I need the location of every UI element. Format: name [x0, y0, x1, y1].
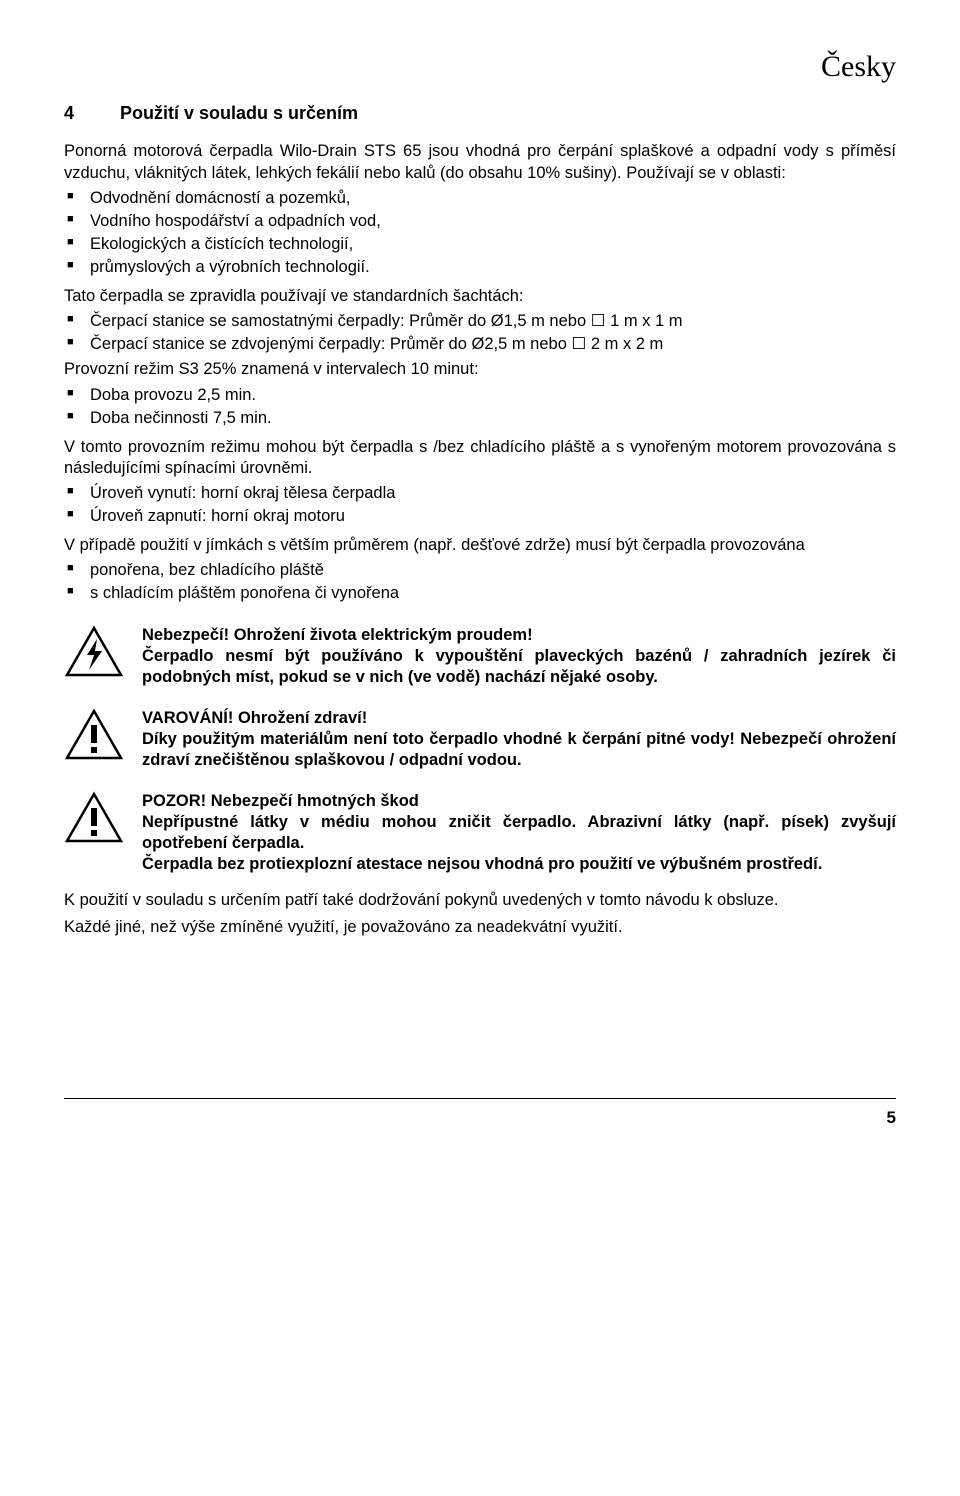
- s3-item: Doba nečinnosti 7,5 min.: [64, 408, 896, 429]
- s3-item: Doba provozu 2,5 min.: [64, 385, 896, 406]
- levels-list: Úroveň vynutí: horní okraj tělesa čerpad…: [64, 483, 896, 527]
- pit-text: V případě použití v jímkách s větším prů…: [64, 535, 896, 556]
- usage-item: Ekologických a čistících technologií,: [64, 234, 896, 255]
- section-number: 4: [64, 102, 120, 125]
- warning-body: Díky použitým materiálům není toto čerpa…: [142, 730, 896, 769]
- warning-block: POZOR! Nebezpečí hmotných škodNepřípustn…: [64, 791, 896, 875]
- page-footer: 5: [64, 1098, 896, 1129]
- warning-body: Nepřípustné látky v médiu mohou zničit č…: [142, 813, 896, 873]
- pit-item: ponořena, bez chladícího pláště: [64, 560, 896, 581]
- language-header: Česky: [64, 48, 896, 86]
- shafts-item: Čerpací stanice se samostatnými čerpadly…: [64, 311, 896, 332]
- warning-block: Nebezpečí! Ohrožení života elektrickým p…: [64, 625, 896, 688]
- shafts-intro: Tato čerpadla se zpravidla používají ve …: [64, 286, 896, 307]
- warning-title: POZOR! Nebezpečí hmotných škod: [142, 791, 896, 812]
- s3-list: Doba provozu 2,5 min.Doba nečinnosti 7,5…: [64, 385, 896, 429]
- s3-intro: Provozní režim S3 25% znamená v interval…: [64, 359, 896, 380]
- closing-paragraph-2: Každé jiné, než výše zmíněné využití, je…: [64, 917, 896, 938]
- usage-item: průmyslových a výrobních technologií.: [64, 257, 896, 278]
- warning-text: Nebezpečí! Ohrožení života elektrickým p…: [142, 625, 896, 688]
- section-title: Použití v souladu s určením: [120, 103, 358, 123]
- mode-text: V tomto provozním režimu mohou být čerpa…: [64, 437, 896, 479]
- electric-hazard-icon: [64, 625, 124, 679]
- warning-text: VAROVÁNÍ! Ohrožení zdraví!Díky použitým …: [142, 708, 896, 771]
- levels-item: Úroveň zapnutí: horní okraj motoru: [64, 506, 896, 527]
- usage-item: Vodního hospodářství a odpadních vod,: [64, 211, 896, 232]
- warning-body: Čerpadlo nesmí být používáno k vypouštěn…: [142, 647, 896, 686]
- warning-icon: [64, 791, 124, 845]
- pit-item: s chladícím pláštěm ponořena či vynořena: [64, 583, 896, 604]
- warning-icon: [64, 708, 124, 762]
- shafts-list: Čerpací stanice se samostatnými čerpadly…: [64, 311, 896, 355]
- usage-list: Odvodnění domácností a pozemků,Vodního h…: [64, 188, 896, 278]
- levels-item: Úroveň vynutí: horní okraj tělesa čerpad…: [64, 483, 896, 504]
- page-number: 5: [887, 1108, 896, 1127]
- warning-block: VAROVÁNÍ! Ohrožení zdraví!Díky použitým …: [64, 708, 896, 771]
- closing-paragraph-1: K použití v souladu s určením patří také…: [64, 890, 896, 911]
- intro-paragraph: Ponorná motorová čerpadla Wilo-Drain STS…: [64, 141, 896, 183]
- section-heading: 4Použití v souladu s určením: [64, 102, 896, 125]
- warning-title: VAROVÁNÍ! Ohrožení zdraví!: [142, 708, 896, 729]
- warning-text: POZOR! Nebezpečí hmotných škodNepřípustn…: [142, 791, 896, 875]
- pit-list: ponořena, bez chladícího pláštěs chladíc…: [64, 560, 896, 604]
- usage-item: Odvodnění domácností a pozemků,: [64, 188, 896, 209]
- warning-title: Nebezpečí! Ohrožení života elektrickým p…: [142, 625, 896, 646]
- shafts-item: Čerpací stanice se zdvojenými čerpadly: …: [64, 334, 896, 355]
